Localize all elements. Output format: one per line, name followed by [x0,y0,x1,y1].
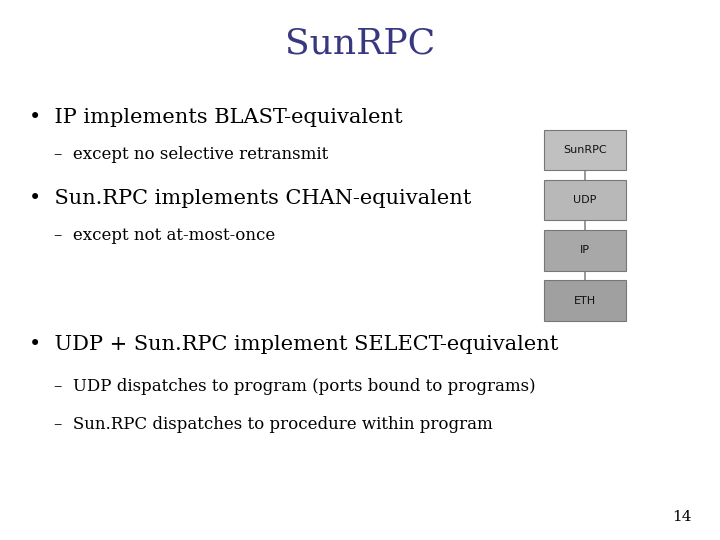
Text: SunRPC: SunRPC [285,27,435,61]
Text: –  UDP dispatches to program (ports bound to programs): – UDP dispatches to program (ports bound… [54,378,536,395]
Text: SunRPC: SunRPC [563,145,607,155]
FancyBboxPatch shape [544,230,626,271]
FancyBboxPatch shape [544,180,626,220]
Text: •  UDP + Sun.RPC implement SELECT-equivalent: • UDP + Sun.RPC implement SELECT-equival… [29,335,558,354]
Text: –  Sun.RPC dispatches to procedure within program: – Sun.RPC dispatches to procedure within… [54,416,492,433]
Text: •  IP implements BLAST-equivalent: • IP implements BLAST-equivalent [29,108,402,127]
Text: ETH: ETH [574,295,596,306]
Text: –  except not at-most-once: – except not at-most-once [54,227,275,244]
FancyBboxPatch shape [544,130,626,170]
FancyBboxPatch shape [544,280,626,321]
Text: IP: IP [580,245,590,255]
Text: UDP: UDP [573,195,597,205]
Text: –  except no selective retransmit: – except no selective retransmit [54,146,328,163]
Text: •  Sun.RPC implements CHAN-equivalent: • Sun.RPC implements CHAN-equivalent [29,189,471,208]
Text: 14: 14 [672,510,691,524]
